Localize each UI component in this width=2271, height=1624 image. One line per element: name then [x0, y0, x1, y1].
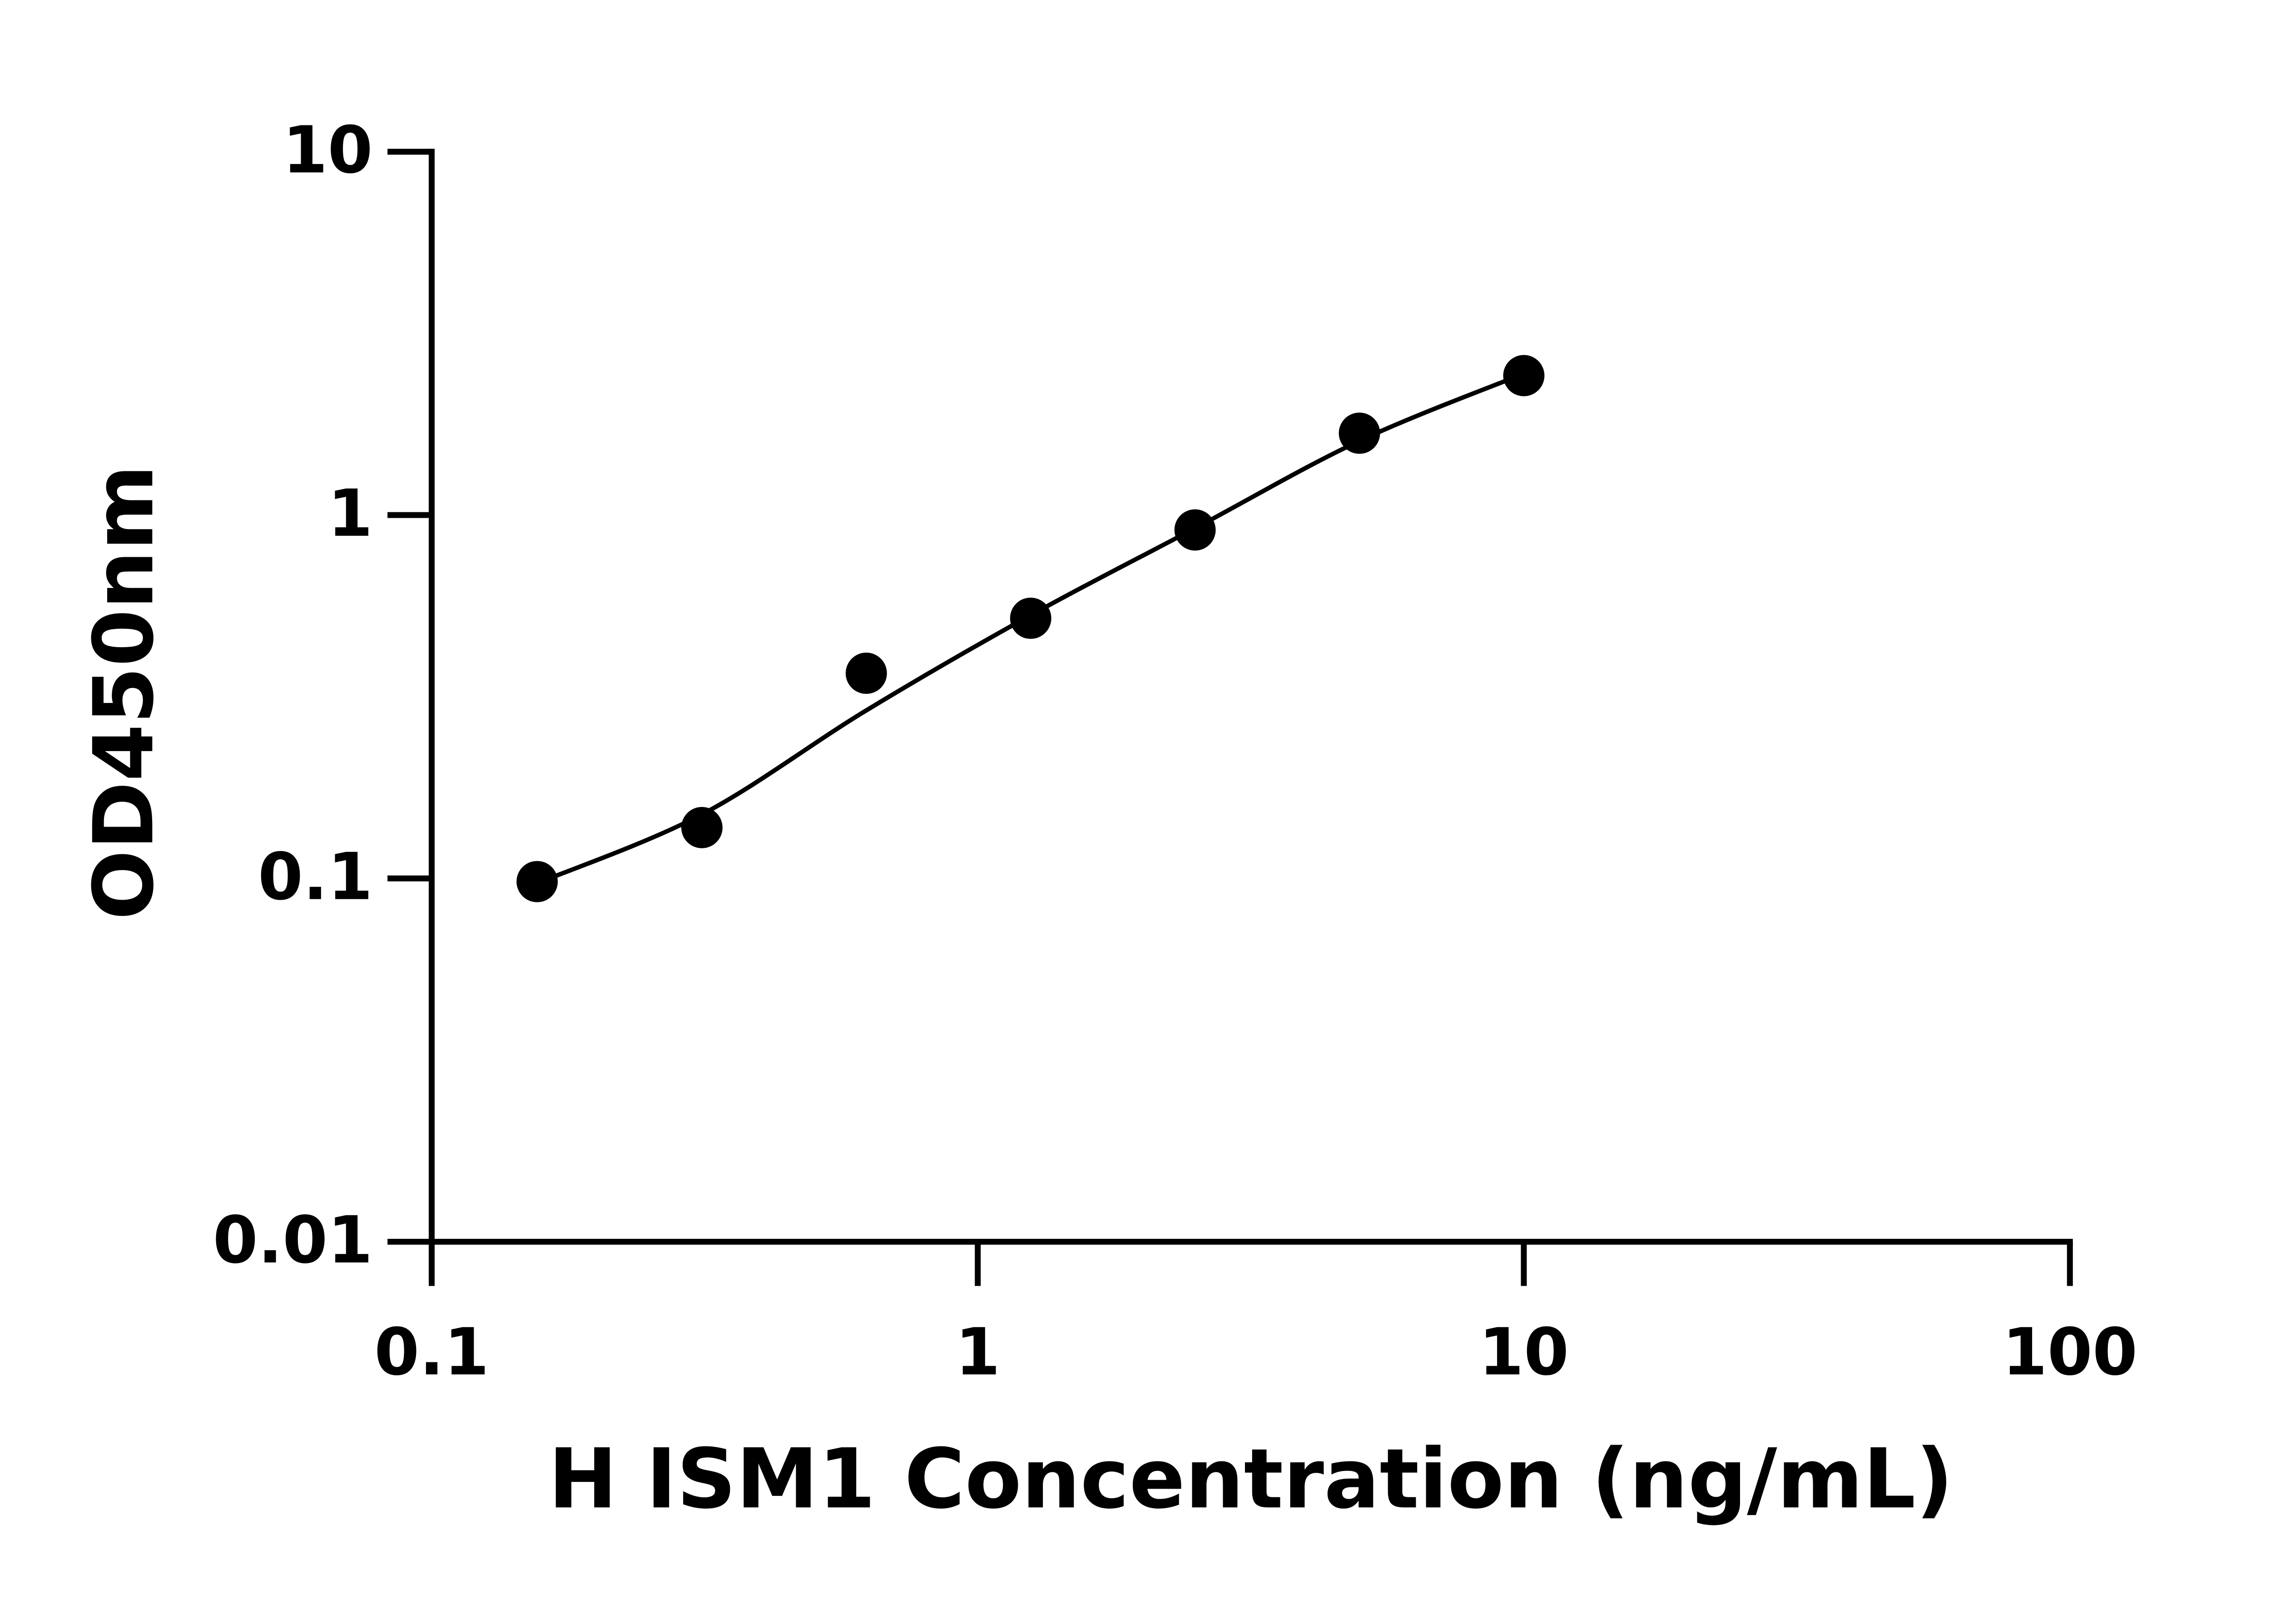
data-point — [1174, 509, 1216, 551]
data-point — [681, 807, 723, 848]
data-point — [1503, 355, 1545, 396]
data-point — [1010, 597, 1051, 639]
y-tick-label: 0.1 — [258, 839, 373, 915]
x-tick-label: 1 — [955, 1314, 1000, 1390]
data-point — [516, 861, 558, 902]
y-tick-label: 0.01 — [213, 1203, 373, 1278]
data-point — [1339, 412, 1380, 454]
x-axis-title: H ISM1 Concentration (ng/mL) — [548, 1431, 1953, 1527]
x-tick-label: 10 — [1479, 1314, 1569, 1390]
y-tick-label: 10 — [283, 113, 373, 188]
x-tick-label: 0.1 — [374, 1314, 489, 1390]
data-point — [845, 653, 887, 694]
y-axis-title: OD450nm — [75, 465, 172, 920]
x-tick-label: 100 — [2002, 1314, 2137, 1390]
y-tick-label: 1 — [327, 476, 372, 551]
